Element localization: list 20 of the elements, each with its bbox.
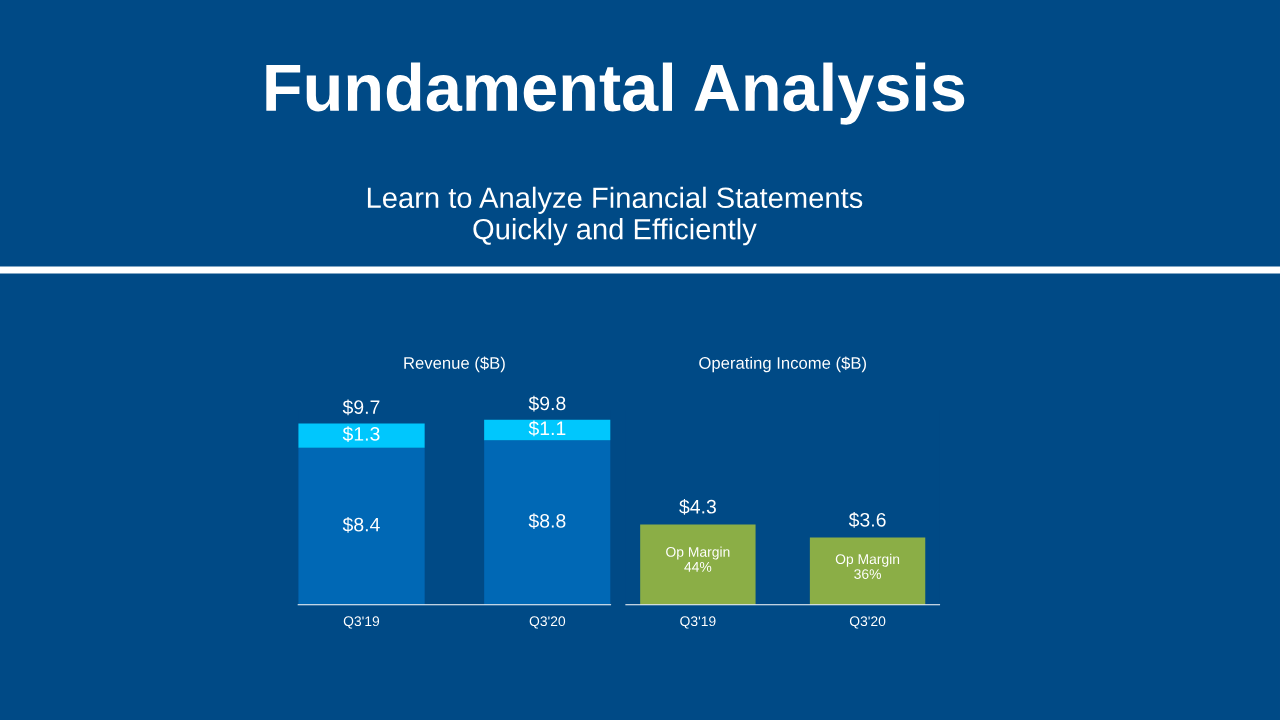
annotation: Op Margin 44% <box>666 546 730 572</box>
data-label: $8.8 <box>528 513 566 529</box>
data-label: $1.1 <box>528 420 566 437</box>
chart-title: Operating Income ($B) <box>699 356 866 373</box>
data-label: $3.6 <box>848 512 886 528</box>
x-tick-label: Q3'20 <box>849 616 886 629</box>
total-label: $9.7 <box>342 399 380 416</box>
annotation: Op Margin 36% <box>835 553 900 579</box>
text: Fundamental Analysis <box>266 62 965 125</box>
data-label: $1.3 <box>342 426 380 442</box>
bar <box>484 419 611 441</box>
x-tick-label: Q3'20 <box>529 616 566 629</box>
x-tick-label: Q3'19 <box>343 616 380 629</box>
data-label: $4.3 <box>679 499 716 515</box>
data-label: $8.4 <box>342 516 380 533</box>
total-label: $9.8 <box>528 395 566 412</box>
bar <box>298 423 425 448</box>
text: Learn to Analyze Financial Statements Quickly and Efficiently <box>367 186 863 246</box>
chart-title: Revenue ($B) <box>404 356 505 373</box>
x-tick-label: Q3'19 <box>680 616 716 629</box>
